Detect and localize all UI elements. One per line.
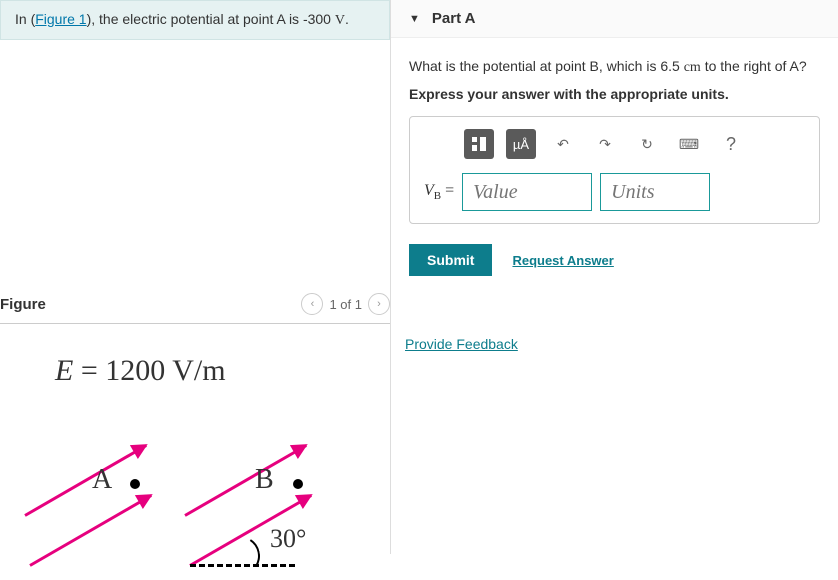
angle-arc	[216, 532, 263, 579]
template-icon[interactable]	[464, 129, 494, 159]
problem-unit: V	[335, 13, 345, 28]
figure-counter: 1 of 1	[329, 297, 362, 312]
figure-title: Figure	[0, 296, 46, 313]
reset-icon[interactable]: ↻	[632, 129, 662, 159]
units-input[interactable]	[600, 173, 710, 211]
problem-prefix: In (	[15, 11, 35, 27]
answer-input-row: VB =	[424, 173, 805, 211]
question-unit: cm	[684, 60, 701, 75]
part-body: What is the potential at point B, which …	[391, 38, 838, 296]
question-text-1: What is the potential at point B, which …	[409, 58, 684, 74]
value-input[interactable]	[462, 173, 592, 211]
question-text: What is the potential at point B, which …	[409, 58, 820, 76]
point-a-dot	[130, 479, 140, 489]
field-magnitude-label: E = 1200 V/m	[55, 354, 226, 388]
angle-label: 30°	[270, 524, 306, 554]
field-E: E	[55, 354, 73, 387]
figure-link[interactable]: Figure 1	[35, 11, 86, 27]
redo-icon[interactable]: ↷	[590, 129, 620, 159]
undo-icon[interactable]: ↶	[548, 129, 578, 159]
figure-nav: ‹ 1 of 1 ›	[301, 293, 390, 315]
figure-header: Figure ‹ 1 of 1 ›	[0, 285, 390, 324]
prev-figure-button[interactable]: ‹	[301, 293, 323, 315]
provide-feedback-link[interactable]: Provide Feedback	[405, 336, 838, 352]
submit-row: Submit Request Answer	[409, 244, 820, 276]
part-label: Part A	[432, 10, 476, 27]
problem-suffix: ), the electric potential at point A is …	[87, 11, 335, 27]
special-char-icon[interactable]: µÅ	[506, 129, 536, 159]
left-panel: In (Figure 1), the electric potential at…	[0, 0, 390, 554]
point-b-dot	[293, 479, 303, 489]
right-panel: ▼ Part A What is the potential at point …	[390, 0, 838, 554]
figure-diagram: E = 1200 V/m A B 30°	[0, 344, 380, 574]
submit-button[interactable]: Submit	[409, 244, 492, 276]
problem-statement: In (Figure 1), the electric potential at…	[0, 0, 390, 40]
help-icon[interactable]: ?	[716, 129, 746, 159]
next-figure-button[interactable]: ›	[368, 293, 390, 315]
answer-box: µÅ ↶ ↷ ↻ ⌨ ? VB =	[409, 116, 820, 224]
point-a-label: A	[92, 464, 112, 496]
request-answer-link[interactable]: Request Answer	[512, 253, 613, 268]
question-text-2: to the right of A?	[701, 58, 807, 74]
field-eq: = 1200 V/m	[73, 354, 225, 387]
vb-label: VB =	[424, 182, 454, 202]
collapse-icon: ▼	[409, 13, 420, 25]
keyboard-icon[interactable]: ⌨	[674, 129, 704, 159]
part-header[interactable]: ▼ Part A	[391, 0, 838, 38]
answer-toolbar: µÅ ↶ ↷ ↻ ⌨ ?	[424, 129, 805, 159]
point-b-label: B	[255, 464, 274, 496]
field-arrow	[29, 494, 152, 567]
problem-end: .	[345, 11, 349, 27]
answer-instruction: Express your answer with the appropriate…	[409, 86, 820, 102]
